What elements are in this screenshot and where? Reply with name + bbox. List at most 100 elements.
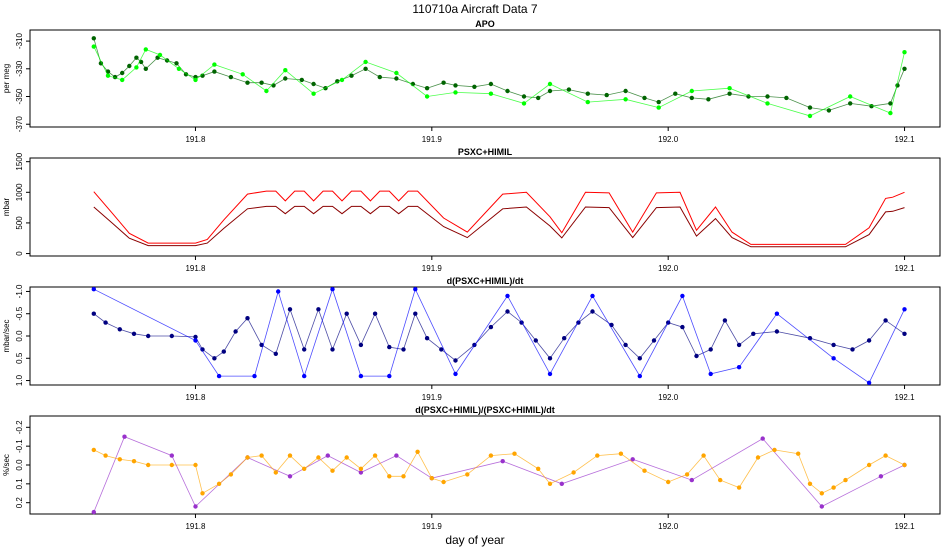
data-point	[656, 99, 661, 105]
data-point	[694, 353, 699, 359]
data-point	[216, 373, 222, 379]
data-point	[264, 88, 269, 94]
data-point	[819, 491, 824, 496]
data-point	[441, 80, 446, 85]
data-point	[590, 309, 595, 314]
data-point	[883, 318, 888, 323]
y-tick-label: 500	[15, 216, 24, 230]
data-point	[902, 66, 907, 72]
series-1	[93, 190, 905, 245]
data-point	[394, 453, 399, 458]
data-point	[240, 72, 245, 77]
data-point	[299, 77, 304, 83]
data-point	[176, 66, 182, 72]
data-point	[120, 77, 125, 83]
data-point	[302, 373, 307, 379]
data-point	[358, 470, 364, 475]
data-point	[736, 485, 742, 490]
data-point	[212, 69, 217, 74]
data-point	[708, 371, 713, 377]
data-point	[585, 99, 590, 105]
data-point	[401, 474, 406, 479]
data-point	[807, 105, 813, 110]
y-tick-label: 1.0	[15, 374, 24, 386]
data-point	[848, 94, 853, 99]
data-point	[212, 356, 217, 361]
data-point	[689, 95, 694, 101]
data-point	[666, 479, 671, 485]
data-point	[566, 87, 572, 92]
data-point	[521, 94, 527, 99]
data-point	[344, 455, 349, 460]
data-point	[169, 462, 174, 468]
data-point	[559, 481, 564, 486]
data-point	[134, 65, 139, 70]
data-point	[302, 466, 307, 471]
plot-frame	[29, 157, 941, 257]
data-point	[883, 453, 888, 458]
data-point	[311, 81, 316, 87]
data-point	[536, 466, 541, 471]
data-point	[117, 457, 123, 462]
data-point	[751, 331, 756, 336]
chart-panel-4: d(PSXC+HIMIL)/(PSXC+HIMIL)/dt %/sec -0.2 -0…	[2, 405, 941, 531]
data-point	[316, 455, 321, 460]
x-tick-label: 192.0	[658, 264, 679, 273]
chart-panels: APO per meg -310 -330 -350 -370 191.8 191.9 192.…	[2, 19, 941, 531]
data-point	[689, 477, 694, 483]
data-point	[193, 504, 198, 509]
data-point	[796, 451, 801, 456]
data-point	[765, 101, 770, 106]
panel-title: PSXC+HIMIL	[458, 147, 513, 157]
x-tick-label: 191.9	[422, 264, 443, 273]
data-point	[91, 36, 97, 41]
y-tick-label: -370	[15, 116, 24, 133]
data-point	[819, 504, 824, 509]
y-tick-label: 1000	[15, 183, 24, 201]
data-point	[103, 453, 108, 458]
data-point	[91, 287, 97, 292]
data-point	[283, 76, 288, 81]
data-point	[623, 342, 628, 348]
data-point	[465, 472, 470, 477]
data-point	[344, 311, 349, 316]
data-point	[521, 101, 527, 106]
chart-panel-2: PSXC+HIMIL mbar 0 500 1000 1500 191.8 191.9 192.…	[2, 147, 941, 273]
series-trace	[93, 38, 905, 111]
data-point	[866, 462, 872, 468]
data-point	[245, 316, 250, 321]
data-point	[105, 73, 111, 78]
x-tick-label: 191.9	[422, 522, 443, 531]
series-2	[91, 44, 907, 119]
series-trace	[93, 436, 905, 513]
data-point	[387, 373, 392, 379]
data-point	[680, 324, 685, 330]
data-point	[325, 453, 330, 458]
data-point	[547, 371, 553, 377]
data-point	[349, 73, 354, 78]
data-point	[642, 468, 647, 473]
data-point	[850, 347, 855, 352]
data-point	[212, 62, 217, 67]
data-point	[429, 476, 434, 481]
data-point	[708, 347, 713, 352]
data-point	[91, 311, 97, 316]
y-tick-label: -330	[15, 60, 24, 77]
y-axis-label: mbar	[2, 198, 11, 217]
data-point	[637, 356, 642, 361]
data-point	[91, 44, 97, 49]
data-point	[718, 477, 723, 483]
data-point	[689, 88, 694, 94]
y-axis-label: mbar/sec	[2, 320, 11, 353]
x-tick-label: 191.8	[185, 522, 206, 531]
data-point	[760, 436, 765, 441]
data-point	[259, 453, 264, 458]
y-tick-label: 0.5	[15, 352, 24, 364]
y-tick-label: 0.0	[15, 330, 24, 342]
series-trace	[93, 46, 905, 117]
y-tick-label: 0.0	[15, 459, 24, 471]
data-point	[228, 472, 234, 477]
data-point	[727, 86, 732, 91]
data-point	[547, 481, 553, 486]
data-point	[120, 70, 125, 76]
